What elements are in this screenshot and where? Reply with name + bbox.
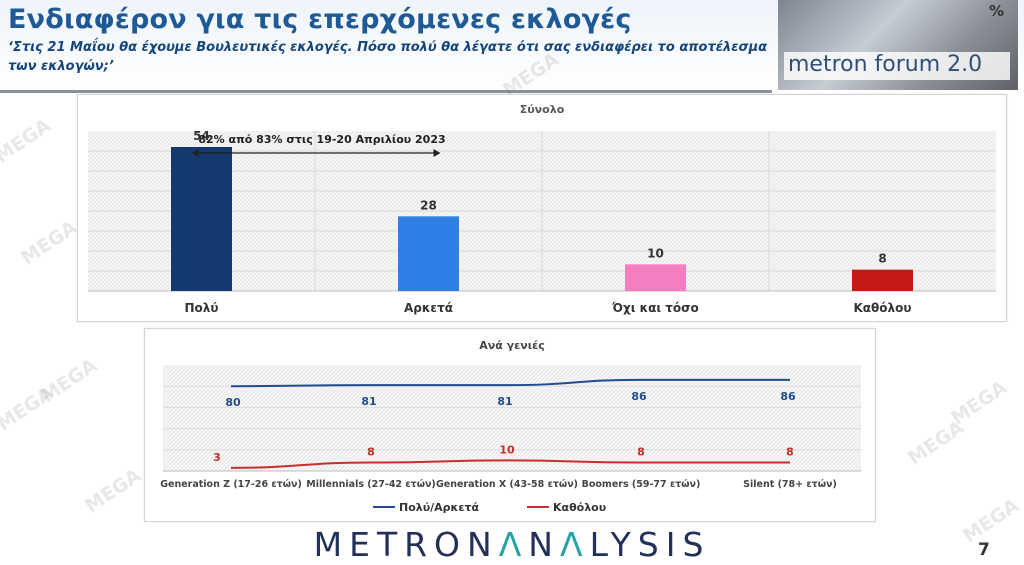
page-subtitle: ‘Στις 21 Μαΐου θα έχουμε Βουλευτικές εκλ… (8, 40, 768, 74)
data-label: 80 (225, 396, 241, 409)
brand-letter: L (589, 525, 611, 564)
legend-label: Καθόλου (553, 501, 606, 514)
brand-letter-accent: Λ (559, 525, 590, 564)
bar (171, 147, 232, 291)
data-label: 86 (631, 390, 647, 403)
generations-line-chart: Ανά γενιές Generation Z (17-26 ετών) Mille… (160, 339, 861, 514)
category-label: Generation X (43-58 ετών) (436, 479, 578, 490)
category-label: Boomers (59-77 ετών) (582, 479, 701, 490)
data-label: 81 (497, 395, 512, 408)
bar (398, 216, 459, 291)
brand-letter-accent: Λ (498, 525, 529, 564)
data-label: 10 (499, 443, 515, 456)
logo-text: metron forum 2.0 (788, 52, 983, 77)
data-label: 3 (213, 451, 221, 464)
legend-label: Πολύ/Αρκετά (399, 501, 480, 514)
watermark: MEGA (37, 354, 102, 408)
brand-text: METRONΛNΛLYSIS (314, 525, 711, 564)
category-label: Καθόλου (854, 301, 912, 315)
category-label: Όχι και τόσο (611, 301, 698, 315)
bar (625, 264, 686, 291)
arrow-head-right (433, 149, 441, 157)
brand-letter: N (528, 525, 560, 564)
brand-letter: N (467, 525, 499, 564)
brand-letter: I (665, 525, 683, 564)
watermark: MEGA (17, 216, 82, 270)
page-number: 7 (978, 540, 990, 560)
watermark: MEGA (0, 114, 56, 168)
generations-chart-panel: Ανά γενιές Generation Z (17-26 ετών) Mille… (144, 328, 876, 522)
category-label: Generation Z (17-26 ετών) (160, 479, 302, 490)
category-label: Αρκετά (404, 301, 453, 315)
data-label: 8 (367, 446, 375, 459)
brand-letter: R (404, 525, 435, 564)
series-line-poly-arketa (230, 378, 790, 388)
data-label: 86 (780, 390, 796, 403)
series-line-katholou (230, 459, 790, 469)
brand-letter: Y (610, 525, 638, 564)
page-title: Ενδιαφέρον για τις επερχόμενες εκλογές (8, 4, 632, 35)
brand-letter: E (349, 525, 377, 564)
data-label: 28 (420, 198, 437, 212)
annotation-text: 82% από 83% στις 19-20 Απριλίου 2023 (198, 133, 445, 146)
data-label: 54 (193, 129, 210, 143)
data-label: 8 (878, 252, 886, 266)
header-divider (0, 90, 772, 93)
brand-letter: S (682, 525, 711, 564)
chart-title: Ανά γενιές (479, 339, 544, 352)
data-label: 10 (647, 246, 664, 260)
category-label: Πολύ (185, 301, 219, 315)
metron-forum-logo: metron forum 2.0 % (778, 0, 1018, 90)
logo-band (784, 52, 1010, 80)
data-label: 8 (637, 446, 645, 459)
category-label: Millennials (27-42 ετών) (306, 479, 436, 490)
percent-icon: % (988, 2, 1004, 20)
plot-area (163, 365, 861, 471)
category-label: Silent (78+ ετών) (743, 479, 837, 490)
data-label: 8 (786, 446, 794, 459)
data-label: 81 (361, 395, 376, 408)
total-bar-chart: Σύνολο 54 Πολύ 28 Αρκετά 10 Όχι και τόσο 8 Καθόλ… (88, 103, 996, 315)
brand-letter: M (313, 525, 350, 564)
brand-letter: T (376, 525, 405, 564)
metron-analysis-logo: METRONΛNΛLYSIS (0, 525, 1024, 564)
watermark: MEGA (947, 376, 1012, 430)
brand-letter: S (637, 525, 666, 564)
brand-letter: O (434, 525, 468, 564)
chart-title: Σύνολο (520, 103, 565, 116)
total-chart-panel: Σύνολο 54 Πολύ 28 Αρκετά 10 Όχι και τόσο 8 Καθόλ… (77, 94, 1007, 322)
arrow-head-left (191, 149, 199, 157)
watermark: MEGA (81, 464, 146, 518)
bar (852, 269, 913, 291)
